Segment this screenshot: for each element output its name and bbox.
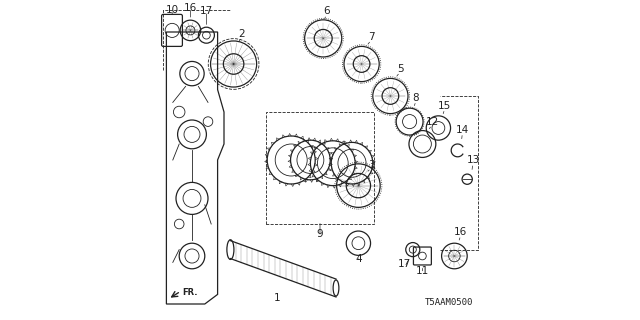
Text: 15: 15 [438, 101, 451, 111]
Text: 17: 17 [398, 259, 412, 269]
Text: 4: 4 [355, 254, 362, 264]
Text: 8: 8 [413, 93, 419, 103]
Text: 14: 14 [456, 125, 469, 135]
Text: 16: 16 [454, 227, 467, 237]
Text: FR.: FR. [182, 288, 198, 297]
Text: 3: 3 [368, 160, 374, 170]
Text: 2: 2 [238, 29, 245, 39]
Text: 1: 1 [273, 293, 280, 303]
Text: 10: 10 [166, 4, 179, 15]
Text: 9: 9 [317, 229, 323, 239]
Text: 17: 17 [200, 6, 213, 16]
Text: 13: 13 [467, 155, 479, 165]
Text: 6: 6 [323, 6, 330, 16]
Text: 16: 16 [184, 3, 197, 13]
Text: 5: 5 [397, 64, 403, 74]
Text: 7: 7 [368, 32, 374, 42]
Text: T5AAM0500: T5AAM0500 [425, 298, 474, 307]
Text: 12: 12 [426, 117, 438, 127]
Text: 11: 11 [416, 266, 429, 276]
